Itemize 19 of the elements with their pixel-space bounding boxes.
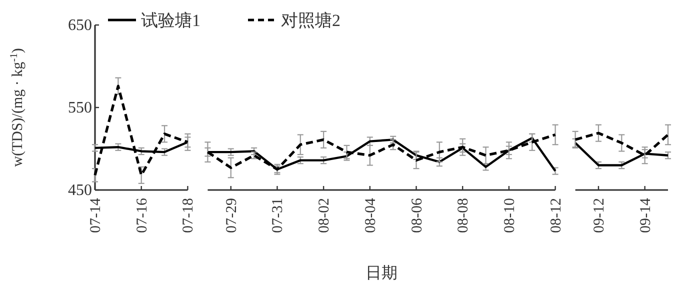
x-tick-label: 08-04 <box>362 198 379 233</box>
x-tick-label: 08-02 <box>316 198 333 233</box>
x-tick-label: 07-14 <box>88 198 104 233</box>
x-tick-label: 08-10 <box>502 198 518 233</box>
x-tick-label: 09-12 <box>591 198 608 233</box>
y-tick-label: 450 <box>68 182 92 199</box>
legend-label: 对照塘2 <box>281 11 340 30</box>
legend-label: 试验塘1 <box>141 11 200 30</box>
x-tick-label: 08-08 <box>456 198 472 233</box>
x-tick-label: 08-12 <box>548 198 564 233</box>
x-axis-title: 日期 <box>366 264 398 282</box>
y-tick-label: 650 <box>68 17 92 34</box>
y-tick-label: 550 <box>68 100 92 116</box>
x-tick-label: 07-18 <box>180 198 197 233</box>
x-tick-label: 07-16 <box>134 198 150 233</box>
x-tick-label: 09-14 <box>638 198 654 233</box>
x-tick-label: 07-31 <box>270 198 286 233</box>
x-tick-label: 08-06 <box>409 198 426 233</box>
x-tick-label: 07-29 <box>224 198 240 233</box>
